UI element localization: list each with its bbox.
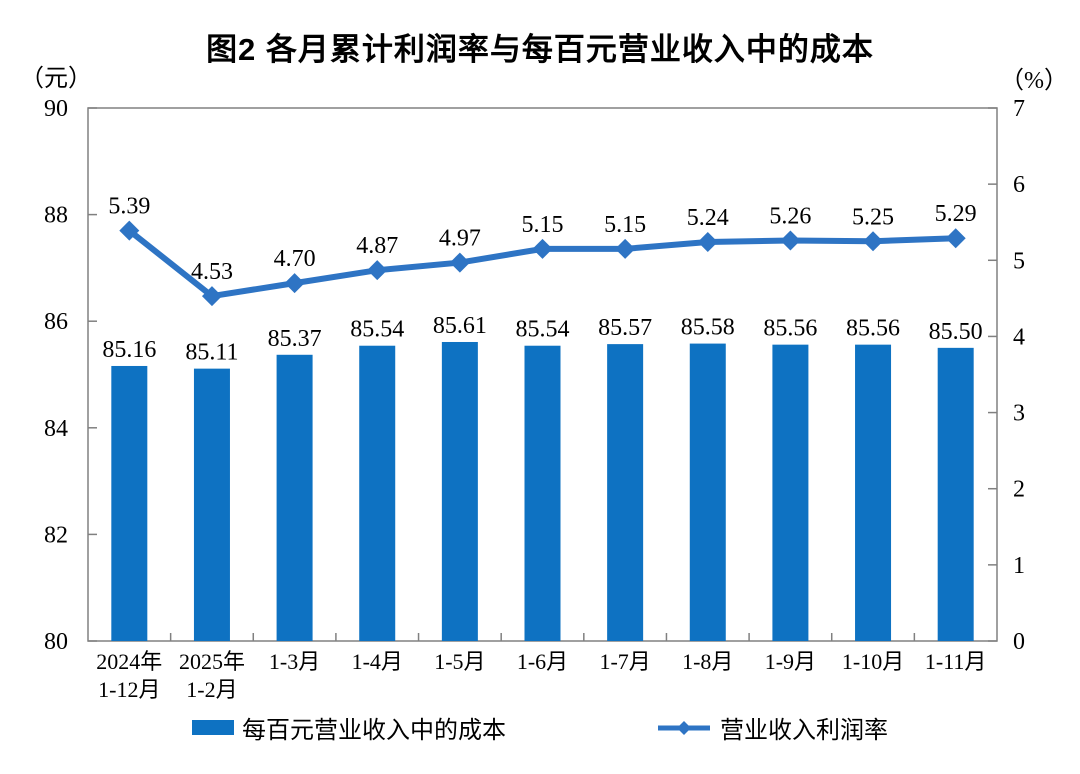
x-axis-category-label: 1-6月 [517,649,568,674]
right-axis-tick-label: 2 [1013,477,1025,503]
line-marker [119,220,140,241]
x-axis-category-label: 1-7月 [599,649,650,674]
legend-item-line: 营业收入利润率 [656,710,888,745]
bar-value-label: 85.61 [433,313,487,339]
right-axis-tick-label: 7 [1013,96,1025,122]
x-axis-category-label: 1-10月 [842,649,904,674]
line-value-label: 5.29 [935,201,977,227]
bar-value-label: 85.54 [516,317,570,343]
bar-value-label: 85.58 [681,315,735,341]
bar-series-swatch [192,720,234,735]
left-axis-tick-label: 90 [44,96,68,122]
bar [607,344,644,641]
right-axis-tick-label: 0 [1013,629,1025,655]
line-marker [449,252,470,273]
bar [359,345,396,641]
right-axis-tick-label: 6 [1013,172,1025,198]
line-marker [284,273,305,294]
bar [689,343,726,641]
left-axis-unit-label: （元） [20,66,92,92]
line-marker [532,238,553,259]
line-marker [201,286,222,307]
x-axis-category-label: 1-8月 [682,649,733,674]
x-axis-category-label: 1-4月 [352,649,403,674]
bar [855,344,892,641]
legend-item-bar: 每百元营业收入中的成本 [192,710,506,745]
line-value-label: 4.53 [191,259,233,285]
left-axis-tick-label: 88 [44,203,68,229]
right-axis-unit-label: （%） [1000,68,1068,94]
x-axis-category-label: 2025年 1-2月 [179,649,245,702]
chart-title: 图2 各月累计利润率与每百元营业收入中的成本 [206,32,874,67]
line-value-label: 5.26 [769,203,811,229]
bar-value-label: 85.54 [350,317,404,343]
bar [276,354,313,641]
line-value-label: 5.39 [108,194,150,220]
line-value-label: 5.15 [604,212,646,238]
line-value-label: 4.97 [439,226,481,252]
bar-value-label: 85.56 [846,316,900,342]
legend: 每百元营业收入中的成本 营业收入利润率 [0,710,1080,745]
line-value-label: 4.70 [274,246,316,272]
line-marker [780,230,801,251]
bar [193,368,230,641]
bar-value-label: 85.11 [185,340,238,366]
x-axis-category-label: 1-11月 [925,649,987,674]
left-axis-tick-label: 86 [44,309,68,335]
bar-value-label: 85.37 [268,326,322,352]
x-axis-category-label: 1-5月 [434,649,485,674]
bar [111,365,148,641]
left-axis-tick-label: 84 [44,416,68,442]
line-marker [615,238,636,259]
left-axis-tick-label: 80 [44,629,68,655]
line-value-label: 5.25 [852,204,894,230]
bar [937,347,974,641]
line-value-label: 5.24 [687,205,729,231]
bar [441,341,478,641]
right-axis-tick-label: 1 [1013,553,1025,579]
x-axis-category-label: 1-3月 [269,649,320,674]
bar [772,344,809,641]
right-axis-tick-label: 5 [1013,248,1025,274]
line-series-swatch [658,720,710,735]
line-value-label: 4.87 [356,233,398,259]
legend-label-bar: 每百元营业收入中的成本 [242,717,506,744]
bar-value-label: 85.16 [102,337,156,363]
right-axis-tick-label: 3 [1013,401,1025,427]
x-axis-category-label: 2024年 1-12月 [96,649,162,702]
bar-value-label: 85.50 [929,319,983,345]
bar [524,345,561,641]
bar-value-label: 85.56 [763,316,817,342]
left-axis-tick-label: 82 [44,522,68,548]
line-marker [945,228,966,249]
x-axis-category-label: 1-9月 [765,649,816,674]
line-marker [863,231,884,252]
line-marker [367,260,388,281]
line-marker [697,232,718,253]
legend-label-line: 营业收入利润率 [720,717,888,744]
right-axis-tick-label: 4 [1013,324,1025,350]
line-value-label: 5.15 [522,212,564,238]
bar-value-label: 85.57 [598,315,652,341]
legend-diamond-marker [677,720,691,735]
